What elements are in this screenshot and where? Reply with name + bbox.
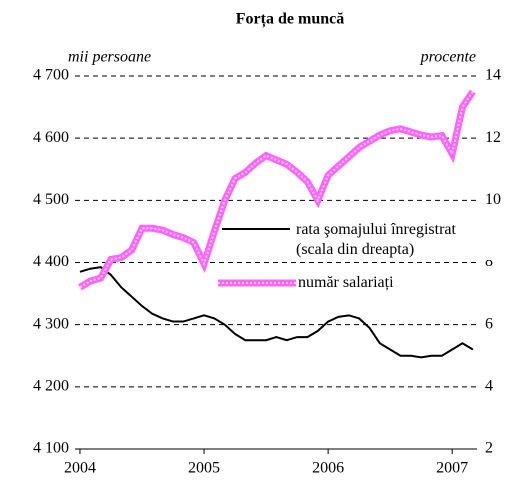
y-tick-label: 4 700 <box>33 67 69 84</box>
x-tick-label: 2005 <box>188 460 220 477</box>
y2-tick-label: 14 <box>485 67 501 84</box>
x-tick-label: 2006 <box>312 460 344 477</box>
y2-tick-label: 10 <box>485 191 501 208</box>
x-tick-label: 2004 <box>64 460 96 477</box>
y-axis-label: mii persoane <box>68 49 151 66</box>
y2-tick-label: 2 <box>485 440 493 457</box>
y-tick-label: 4 500 <box>33 191 69 208</box>
y-tick-label: 4 200 <box>33 378 69 395</box>
y2-tick-label: 12 <box>485 129 501 146</box>
y2-tick-label: 8 <box>485 253 493 270</box>
x-tick-label: 2007 <box>436 460 468 477</box>
y-tick-label: 4 600 <box>33 129 69 146</box>
y-tick-label: 4 300 <box>33 315 69 332</box>
series-line <box>78 89 476 291</box>
y-tick-label: 4 100 <box>33 440 69 457</box>
legend-label: rata şomajului înregistrat (scala din dr… <box>296 220 496 260</box>
y2-axis-label: procente <box>420 49 476 66</box>
legend-label: număr salariați <box>298 273 394 293</box>
series-line <box>79 266 474 359</box>
y2-tick-label: 4 <box>485 378 493 395</box>
y2-tick-label: 6 <box>485 315 493 332</box>
y-tick-label: 4 400 <box>33 253 69 270</box>
chart-title: Forța de muncă <box>236 11 344 29</box>
